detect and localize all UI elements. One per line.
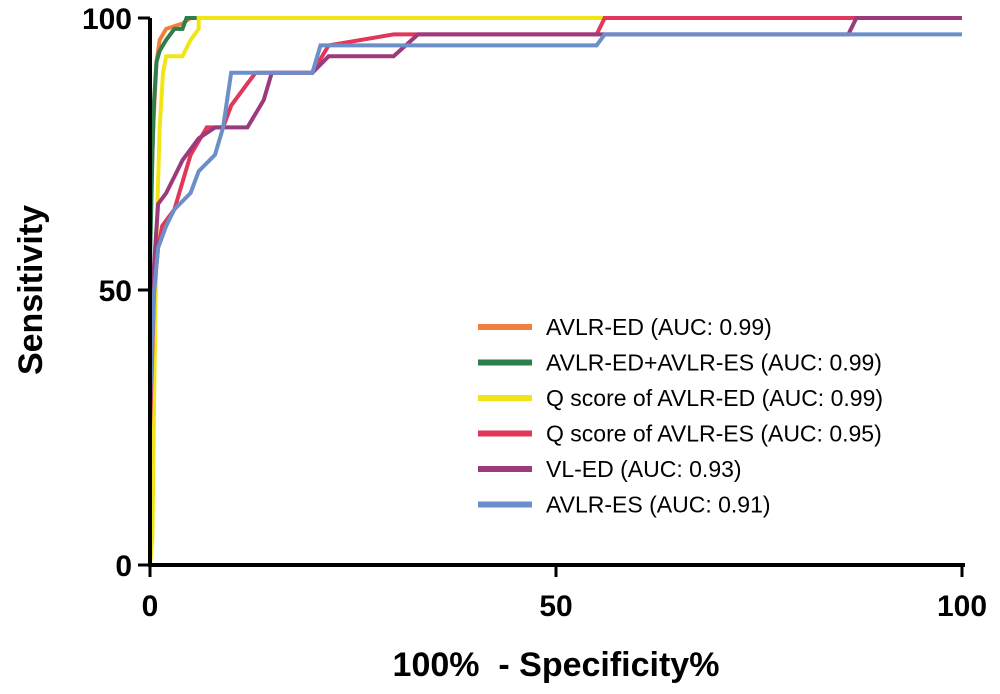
series-line-3 [148,16,962,566]
legend-label-3: Q score of AVLR-ED (AUC: 0.99) [546,385,883,411]
legend: AVLR-ED (AUC: 0.99) AVLR-ED+AVLR-ES (AUC:… [478,314,883,518]
x-tick-label-50: 50 [539,590,572,623]
series-line-4 [148,16,962,565]
legend-label-1: AVLR-ED (AUC: 0.99) [546,314,772,340]
legend-label-6: AVLR-ES (AUC: 0.91) [546,492,771,518]
series-line-1 [148,16,962,565]
y-tick-label-100: 100 [82,3,132,36]
axes: 100 50 0 0 50 100 100% - Specificity% Se… [12,3,987,684]
y-tick-label-50: 50 [99,275,132,308]
x-tick-label-0: 0 [142,590,159,623]
legend-label-4: Q score of AVLR-ES (AUC: 0.95) [546,421,882,447]
series-line-2 [148,16,962,565]
y-tick-label-0: 0 [115,550,132,583]
series-line-5 [148,16,962,565]
legend-label-5: VL-ED (AUC: 0.93) [546,456,742,482]
plot-area [148,16,962,566]
y-axis-title: Sensitivity [12,205,50,375]
legend-label-2: AVLR-ED+AVLR-ES (AUC: 0.99) [546,350,882,376]
x-tick-label-100: 100 [937,590,987,623]
x-axis-title: 100% - Specificity% [393,646,720,684]
series-line-6 [148,32,962,565]
